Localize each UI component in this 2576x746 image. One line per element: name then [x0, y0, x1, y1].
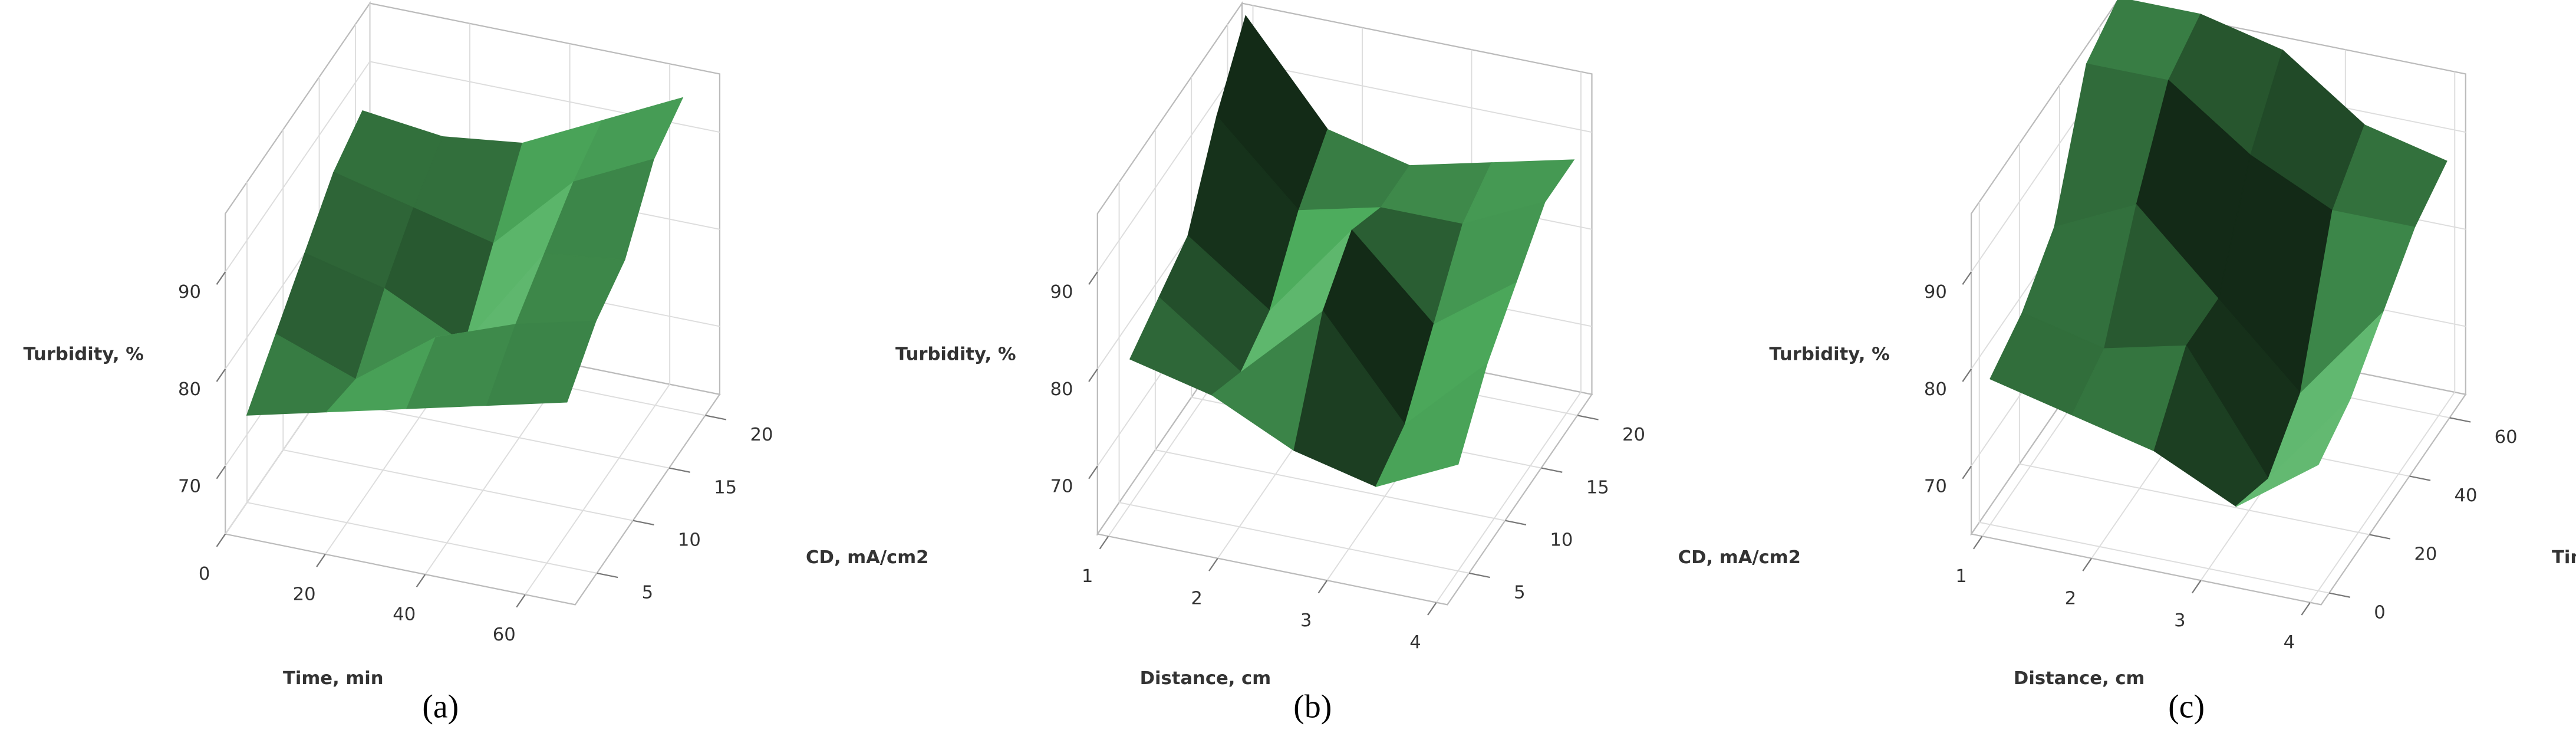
grid-line — [1096, 61, 1243, 272]
tick-mark — [2329, 592, 2351, 598]
z-tick-label: 90 — [1050, 282, 1073, 303]
z-tick-label: 90 — [178, 282, 201, 303]
y-tick-label: 15 — [714, 477, 737, 498]
y-tick-label: 20 — [750, 425, 773, 445]
tick-mark — [1541, 467, 1563, 473]
x-tick-label: 1 — [1082, 566, 1093, 587]
tick-mark — [633, 520, 654, 525]
tick-mark — [2409, 475, 2431, 481]
tick-mark — [216, 465, 226, 479]
x-axis-label: Time, min — [283, 668, 384, 689]
z-tick-label: 80 — [1924, 379, 1947, 400]
grid-line — [1979, 521, 2330, 594]
tick-mark — [316, 554, 326, 567]
side-pane — [1096, 1, 1243, 537]
x-tick-label: 60 — [493, 625, 516, 645]
grid-line — [225, 61, 371, 272]
x-tick-label: 4 — [1409, 632, 1421, 653]
tick-mark — [2082, 558, 2093, 571]
tick-mark — [1962, 465, 1972, 479]
y-tick-label: 20 — [1622, 425, 1645, 445]
grid-line — [1119, 502, 1470, 574]
z-tick-label: 90 — [1924, 282, 1947, 303]
y-tick-label: 40 — [2455, 485, 2478, 506]
z-tick-label: 80 — [178, 379, 201, 400]
tick-mark — [1973, 535, 1983, 550]
y-tick-label: 10 — [1550, 530, 1573, 550]
z-tick-label: 70 — [1924, 476, 1947, 497]
tick-mark — [1317, 580, 1328, 594]
grid-line — [1241, 61, 1592, 133]
tick-mark — [1099, 535, 1109, 550]
tick-mark — [1577, 415, 1599, 420]
x-axis-label: Distance, cm — [1140, 668, 1271, 689]
tick-mark — [1088, 369, 1098, 382]
surface-plot: 1 2 3 4 5 10 15 20 70 80 90 Distance, cm CD, mA/cm2 T… — [895, 1, 1801, 725]
z-tick-label: 70 — [1050, 476, 1073, 497]
grid-line — [246, 502, 597, 574]
tick-mark — [1962, 271, 1972, 285]
x-tick-label: 1 — [1955, 566, 1967, 587]
surface-cell — [1375, 362, 1488, 488]
z-tick-label: 80 — [1050, 379, 1073, 400]
tick-mark — [216, 369, 226, 382]
grid-line — [283, 449, 633, 521]
grid-line — [1155, 449, 1506, 521]
tick-mark — [2191, 580, 2202, 594]
z-axis-label: Turbidity, % — [895, 344, 1016, 364]
y-axis-label: CD, mA/cm2 — [806, 547, 928, 568]
caption: (b) — [1293, 688, 1332, 725]
x-tick-label: 0 — [199, 564, 210, 584]
tick-mark — [216, 533, 226, 547]
y-tick-label: 0 — [2374, 602, 2386, 623]
tick-mark — [597, 572, 618, 579]
y-tick-label: 20 — [2414, 544, 2437, 564]
y-axis-label: CD, mA/cm2 — [1678, 547, 1801, 568]
z-axis-label: Turbidity, % — [1769, 344, 1889, 364]
tick-mark — [1427, 602, 1437, 616]
tick-mark — [2369, 534, 2391, 540]
x-axis-label: Distance, cm — [2014, 668, 2145, 689]
y-tick-label: 10 — [678, 530, 701, 550]
surface-plot: 0 20 40 60 5 10 15 20 70 80 90 Time, min CD, mA/cm2 T… — [24, 1, 928, 725]
tick-mark — [668, 467, 690, 473]
x-tick-label: 3 — [2174, 610, 2186, 631]
x-tick-label: 20 — [293, 584, 316, 604]
surface-cell — [486, 320, 597, 406]
tick-mark — [416, 574, 426, 588]
x-tick-label: 40 — [393, 604, 416, 625]
x-tick-label: 3 — [1300, 610, 1312, 631]
surface-cell — [2236, 397, 2351, 507]
tick-mark — [1088, 271, 1098, 285]
tick-mark — [2449, 417, 2471, 423]
caption: (c) — [2168, 688, 2205, 725]
tick-mark — [1505, 520, 1527, 525]
z-axis-label: Turbidity, % — [24, 344, 144, 364]
y-tick-label: 60 — [2495, 427, 2518, 448]
x-tick-label: 2 — [2065, 588, 2077, 609]
tick-mark — [216, 271, 226, 285]
grid-line — [525, 384, 670, 595]
tick-mark — [1962, 369, 1972, 382]
z-tick-label: 70 — [178, 476, 201, 497]
y-tick-label: 5 — [642, 583, 654, 603]
caption: (a) — [422, 688, 459, 725]
x-tick-label: 4 — [2284, 632, 2295, 653]
tick-mark — [516, 594, 526, 608]
tick-mark — [1088, 465, 1098, 479]
grid-line — [2019, 463, 2370, 535]
tick-mark — [1468, 572, 1490, 579]
y-tick-label: 5 — [1514, 583, 1526, 603]
tick-mark — [705, 415, 727, 420]
tick-mark — [1208, 558, 1218, 571]
grid-line — [1435, 392, 1582, 603]
tick-mark — [2301, 602, 2311, 616]
y-tick-label: 15 — [1586, 477, 1609, 498]
y-axis-label: Time, min — [2552, 547, 2576, 568]
grid-line — [2310, 392, 2456, 603]
x-tick-label: 2 — [1191, 588, 1202, 609]
